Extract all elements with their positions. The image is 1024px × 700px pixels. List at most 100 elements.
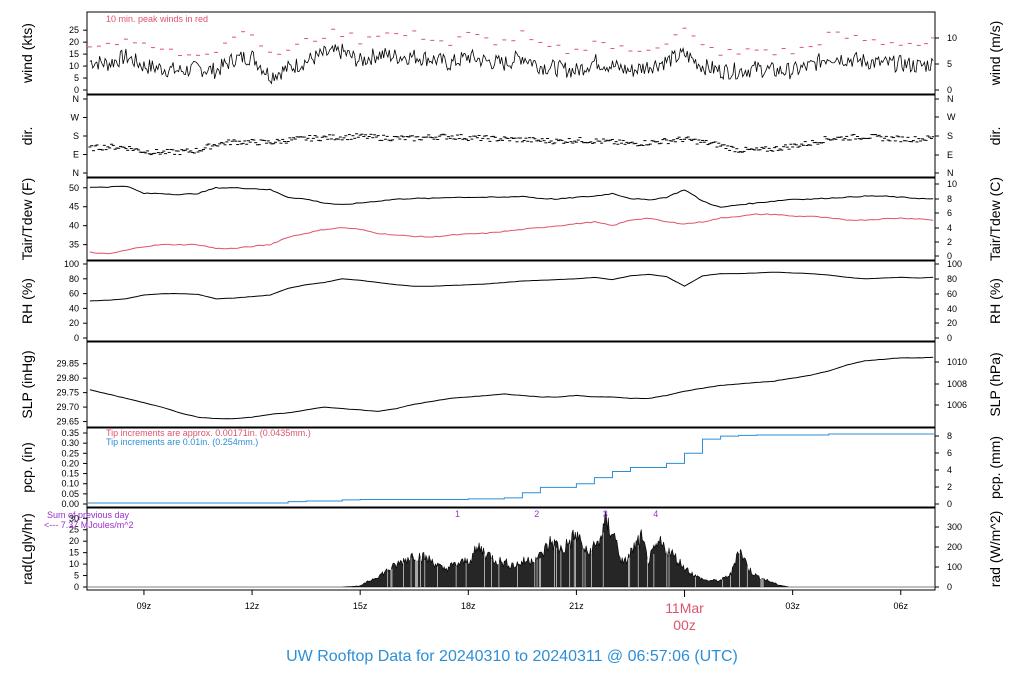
x-tick-label: 12z xyxy=(245,601,260,611)
left-tick-label: 29.65 xyxy=(56,417,79,427)
left-tick-label: 35 xyxy=(69,240,79,250)
ylabel-left: pcp. (in) xyxy=(19,442,35,493)
panel-wind: 0 5 10 15 20 25 0 5 10 wind (kts) wind (m/s) 10 min… xyxy=(19,11,1003,95)
ylabel-right: rad (W/m^2) xyxy=(987,511,1003,588)
left-tick-label: 0 xyxy=(74,582,79,592)
left-tick-label: 50 xyxy=(69,183,79,193)
left-tick-label: 0.05 xyxy=(61,489,79,499)
panel-rad-frame xyxy=(86,507,936,591)
right-tick-label: 0 xyxy=(947,499,952,509)
left-tick-label: 0.35 xyxy=(61,428,79,438)
x-tick-label: 21z xyxy=(569,601,584,611)
ylabel-left: RH (%) xyxy=(19,278,35,324)
x-tick-label: 15z xyxy=(353,601,368,611)
storm-marker-4: 4 xyxy=(653,509,658,519)
left-tick-label: 29.75 xyxy=(56,388,79,398)
series-precip xyxy=(88,433,934,504)
panel-pcp: 0.000.050.100.150.200.250.300.35 0 2 4 6 8 pcp… xyxy=(19,427,1003,509)
left-tick-label: 25 xyxy=(69,25,79,35)
ylabel-right: RH (%) xyxy=(987,278,1003,324)
right-tick-label: 1008 xyxy=(947,379,967,389)
panel-rh-frame xyxy=(86,260,936,342)
left-tick-label: 0 xyxy=(74,333,79,343)
panel-temp-data xyxy=(89,185,934,255)
panel-dir-frame xyxy=(86,94,936,178)
x-tick-label: 06z xyxy=(894,601,909,611)
left-tick-label: 29.70 xyxy=(56,402,79,412)
right-tick-label: 8 xyxy=(947,431,952,441)
panel-rad-data xyxy=(88,511,934,588)
right-tick-label: 20 xyxy=(947,318,957,328)
right-tick-label: 60 xyxy=(947,289,957,299)
series-rh-0 xyxy=(89,271,934,302)
left-tick-label: 100 xyxy=(64,259,79,269)
panel-wind-frame xyxy=(86,11,936,95)
left-tick-label: N xyxy=(73,94,80,104)
right-tick-label: S xyxy=(947,131,953,141)
right-tick-label: 4 xyxy=(947,223,952,233)
left-tick-label: 0.15 xyxy=(61,469,79,479)
ylabel-left: wind (kts) xyxy=(19,23,35,84)
right-tick-label: 8 xyxy=(947,194,952,204)
sum-note-2: <--- 7.37 MJoules/m^2 xyxy=(44,520,134,530)
series-temp-1 xyxy=(89,213,934,255)
right-tick-label: 40 xyxy=(947,304,957,314)
x-tick-label: 03z xyxy=(785,601,800,611)
right-tick-label: N xyxy=(947,94,954,104)
panel-pcp-data xyxy=(88,433,934,504)
left-tick-label: 40 xyxy=(69,303,79,313)
ylabel-right: dir. xyxy=(987,127,1003,146)
ylabel-right: Tair/Tdew (C) xyxy=(987,177,1003,261)
right-tick-label: 1006 xyxy=(947,400,967,410)
panel-rh-data xyxy=(89,271,934,302)
right-tick-label: 5 xyxy=(947,59,952,69)
storm-marker-1: 1 xyxy=(455,509,460,519)
peak-wind-note: 10 min. peak winds in red xyxy=(106,14,208,24)
left-tick-label: 40 xyxy=(69,221,79,231)
panel-slp-data xyxy=(89,356,934,420)
left-tick-label: 0.10 xyxy=(61,479,79,489)
left-tick-label: 0 xyxy=(74,85,79,95)
right-tick-label: 6 xyxy=(947,208,952,218)
left-tick-label: 30 xyxy=(69,513,79,523)
right-tick-label: E xyxy=(947,150,953,160)
series-slp-0 xyxy=(89,356,934,420)
right-tick-label: 80 xyxy=(947,274,957,284)
right-tick-label: 10 xyxy=(947,179,957,189)
right-tick-label: 0 xyxy=(947,85,952,95)
right-tick-label: 100 xyxy=(947,259,962,269)
right-tick-label: 200 xyxy=(947,542,962,552)
x-date-sub-label: 00z xyxy=(673,617,696,633)
left-tick-label: 29.80 xyxy=(56,373,79,383)
right-tick-label: N xyxy=(947,168,954,178)
ylabel-left: SLP (inHg) xyxy=(19,350,35,418)
left-tick-label: 60 xyxy=(69,289,79,299)
x-tick-label: 09z xyxy=(137,601,152,611)
left-tick-label: 20 xyxy=(69,37,79,47)
tip-note-2: Tip increments are 0.01in. (0.254mm.) xyxy=(106,437,258,447)
sum-note-1: Sum of previous day xyxy=(47,510,130,520)
left-tick-label: 0.25 xyxy=(61,448,79,458)
left-tick-label: E xyxy=(73,150,79,160)
right-tick-label: 2 xyxy=(947,237,952,247)
left-tick-label: N xyxy=(73,168,80,178)
series-temp-0 xyxy=(89,185,934,208)
ylabel-left: dir. xyxy=(19,127,35,146)
ylabel-left: Tair/Tdew (F) xyxy=(19,178,35,260)
left-tick-label: 0.30 xyxy=(61,438,79,448)
series-radiation xyxy=(88,511,934,588)
x-date-label: 11Mar xyxy=(665,600,704,616)
right-tick-label: 300 xyxy=(947,522,962,532)
right-tick-label: 0 xyxy=(947,582,952,592)
right-tick-label: W xyxy=(947,112,956,122)
left-tick-label: 45 xyxy=(69,202,79,212)
left-tick-label: 5 xyxy=(74,571,79,581)
ylabel-left: rad(Lgly/hr) xyxy=(19,513,35,585)
left-tick-label: 10 xyxy=(69,61,79,71)
left-tick-label: 29.85 xyxy=(56,359,79,369)
right-tick-label: 10 xyxy=(947,33,957,43)
right-tick-label: 1010 xyxy=(947,357,967,367)
